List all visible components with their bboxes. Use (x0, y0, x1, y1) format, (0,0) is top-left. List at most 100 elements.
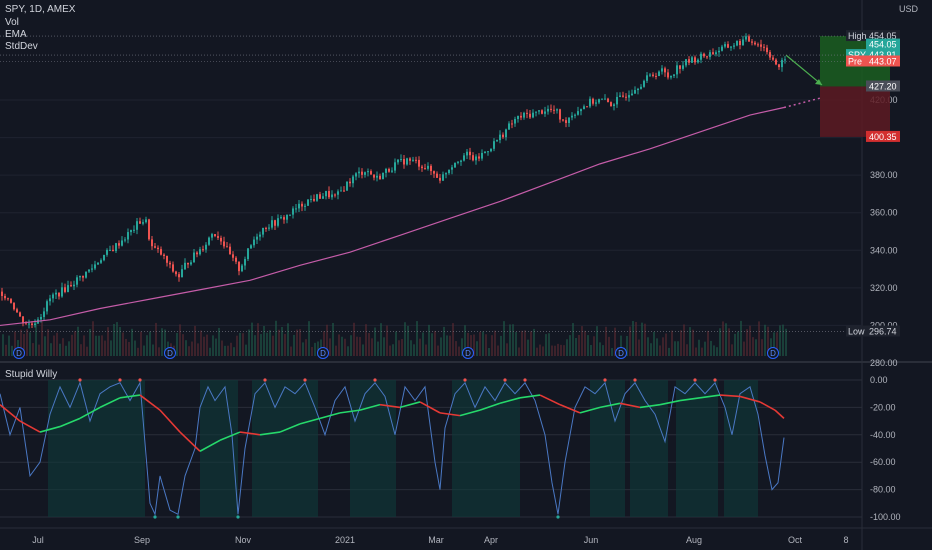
candle-body (763, 46, 765, 48)
osc-slow-line-segment (0, 404, 21, 422)
volume-bar (446, 335, 448, 356)
osc-slow-line-segment (399, 401, 421, 409)
candle-body (769, 52, 771, 58)
osc-slow-line-segment (239, 431, 261, 436)
candle-body (673, 74, 675, 76)
volume-bar (2, 334, 4, 356)
candle-body (28, 323, 30, 325)
candle-body (64, 287, 66, 292)
osc-slow-line-segment (579, 406, 601, 414)
volume-bar (188, 346, 190, 356)
candle-body (781, 59, 783, 68)
candle-body (43, 311, 45, 317)
volume-bar (476, 341, 478, 356)
osc-oversold-dot (153, 515, 157, 519)
volume-bar (728, 328, 730, 356)
osc-slow-line-segment (719, 394, 741, 398)
candle-body (661, 68, 663, 72)
volume-bar (50, 343, 52, 356)
candle-body (568, 117, 570, 123)
osc-slow-line-segment (259, 431, 281, 436)
osc-shaded-zone (590, 380, 625, 517)
candle-body (715, 52, 717, 55)
volume-bar (779, 325, 781, 356)
time-tick-label: 2021 (335, 535, 355, 545)
volume-bar (386, 325, 388, 356)
indicator-stddev-label[interactable]: StdDev (5, 41, 38, 52)
indicator-vol-label[interactable]: Vol (5, 17, 19, 28)
candle-body (151, 239, 153, 247)
price-tick-label: 280.00 (870, 358, 898, 368)
candle-body (562, 119, 564, 121)
candle-body (367, 171, 369, 173)
candle-body (628, 95, 630, 98)
volume-bar (209, 347, 211, 356)
volume-bar (332, 322, 334, 356)
volume-bar (212, 335, 214, 356)
candle-body (67, 285, 69, 292)
candle-body (664, 68, 666, 73)
candle-body (688, 59, 690, 63)
candle-body (736, 40, 738, 46)
candle-body (505, 129, 507, 138)
candle-body (415, 159, 417, 161)
volume-bar (35, 321, 37, 356)
volume-bar (452, 323, 454, 356)
volume-bar (674, 341, 676, 356)
candle-body (652, 74, 654, 76)
osc-shaded-zone (452, 380, 520, 517)
candle-body (208, 237, 210, 245)
volume-bar (146, 335, 148, 356)
candle-body (442, 174, 444, 181)
volume-bar (251, 322, 253, 356)
volume-bar (182, 334, 184, 356)
volume-bar (353, 322, 355, 356)
candle-body (712, 52, 714, 55)
volume-bar (764, 324, 766, 356)
volume-bar (338, 334, 340, 356)
volume-bar (530, 331, 532, 356)
volume-bar (59, 343, 61, 356)
indicator-ema-label[interactable]: EMA (5, 29, 27, 40)
volume-bar (32, 343, 34, 356)
volume-bar (716, 347, 718, 356)
candle-body (187, 262, 189, 265)
volume-bar (488, 347, 490, 356)
price-tick-label: 300.00 (870, 320, 898, 330)
volume-bar (620, 335, 622, 356)
candle-body (730, 46, 732, 48)
candle-body (463, 155, 465, 161)
volume-bar (218, 327, 220, 356)
osc-slow-line-segment (459, 409, 481, 417)
volume-bar (473, 334, 475, 356)
candle-body (523, 112, 525, 118)
volume-bar (563, 345, 565, 356)
volume-bar (323, 331, 325, 356)
candle-body (175, 271, 177, 275)
volume-bar (464, 325, 466, 356)
volume-bar (74, 331, 76, 356)
dividend-marker-label: D (167, 349, 173, 358)
dividend-marker (462, 347, 474, 359)
candle-body (196, 252, 198, 255)
price-tag-value-bg (866, 325, 900, 337)
volume-bar (131, 328, 133, 356)
candle-body (346, 181, 348, 191)
pane2-title[interactable]: Stupid Willy (5, 369, 58, 380)
volume-bar (308, 321, 310, 356)
volume-bar (224, 345, 226, 356)
volume-bar (410, 340, 412, 356)
osc-tick-label: -80.00 (870, 485, 896, 495)
price-tag-value-bg (866, 49, 900, 61)
candle-body (310, 198, 312, 200)
candle-body (613, 104, 615, 107)
candle-body (574, 114, 576, 116)
volume-bar (725, 323, 727, 356)
candle-body (31, 323, 33, 326)
candle-body (586, 106, 588, 108)
candle-body (700, 53, 702, 60)
candle-body (556, 109, 558, 111)
volume-bar (278, 329, 280, 356)
volume-bar (140, 331, 142, 356)
